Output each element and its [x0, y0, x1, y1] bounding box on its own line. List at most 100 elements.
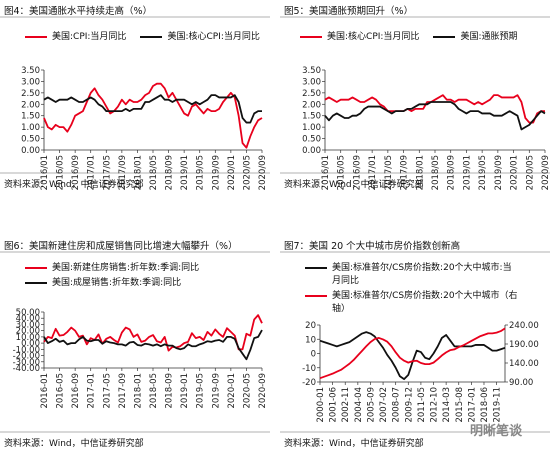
x-tick-label: 2020-01: [227, 373, 237, 409]
x-tick-label: 2019/05: [196, 155, 206, 190]
series-line: [324, 101, 546, 131]
x-tick-label: 2017/01: [87, 155, 97, 190]
x-tick-label: 2020-09: [258, 373, 268, 409]
x-tick-label: 2017/05: [102, 155, 112, 190]
x-tick-label: 2020/05: [242, 155, 252, 190]
source-note: 资料来源：Wind，中信证券研究部: [4, 180, 144, 190]
legend-label: 美国:CPI:当月同比: [52, 32, 127, 42]
y-tick-label: 40.00: [16, 314, 40, 324]
x-tick-label: 2020/05: [525, 155, 535, 190]
y-tick-label: 0.50: [302, 135, 321, 145]
y-tick-label: 3.00: [302, 77, 321, 87]
legend-label: 美国:标准普尔/CS房价指数:20个大中城市:当月同比: [332, 263, 512, 286]
series-line: [324, 94, 545, 124]
legend-swatch: [433, 36, 456, 38]
legend-swatch: [25, 36, 47, 38]
legend-item: 美国:核心CPI:当月同比: [140, 31, 260, 44]
chart-title: 图4：美国通胀水平持续走高（%）: [4, 6, 153, 17]
x-tick-label: 2018/09: [165, 155, 175, 190]
y-tick-label: 3.50: [302, 66, 321, 76]
y-tick-label: 2.50: [21, 89, 40, 99]
chart-title: 图6：美国新建住房和成屋销售同比增速大幅攀升（%）: [4, 241, 238, 252]
y-tick-label: 30.00: [16, 320, 40, 330]
legend-label: 美国:核心CPI:当月同比: [327, 32, 420, 42]
legend-item: 美国:成屋销售:折年数:季调:同比: [25, 277, 270, 290]
chart-title: 图5：美国通胀预期回升（%）: [284, 6, 414, 17]
x-tick-label: 2016/09: [71, 155, 81, 190]
y-tick-label: -10.00: [13, 345, 40, 355]
legend-swatch: [25, 282, 47, 284]
y-tick-label: 1.50: [21, 112, 40, 122]
y-tick-label: 2.50: [302, 89, 321, 99]
x-tick-label: 2009-12: [404, 387, 414, 423]
y-tick-label: 0.00: [21, 146, 40, 156]
x-tick-label: 2019-09: [211, 373, 221, 409]
x-tick-label: 2017/01: [368, 155, 378, 190]
x-tick-label: 2016-09: [71, 373, 81, 409]
x-tick-label: 2011-05: [417, 387, 427, 423]
series-line: [43, 329, 263, 361]
x-tick-label: 2019/05: [478, 155, 488, 190]
x-tick-label: 2018/05: [149, 155, 159, 190]
y-tick-label: 3.50: [21, 66, 40, 76]
x-tick-label: 2019/01: [180, 155, 190, 190]
legend-label: 美国:标准普尔/CS房价指数:20个大中城市（右轴）: [332, 291, 518, 314]
x-tick-label: 2017-01: [467, 387, 477, 423]
x-tick-label: 2018-01: [133, 373, 143, 409]
y-tick-label: -30.00: [13, 358, 40, 368]
x-tick-label: 2016/09: [352, 155, 362, 190]
y-tick-label: -20.00: [13, 352, 40, 362]
legend: 美国:核心CPI:当月同比 美国:通胀预期: [300, 31, 550, 44]
y-tick-label: 1.50: [302, 112, 321, 122]
series-line: [319, 327, 506, 380]
legend-item: 美国:CPI:当月同比: [25, 31, 126, 44]
x-tick-label: 2016/01: [321, 155, 331, 190]
legend-label: 美国:新建住房销售:折年数:季调:同比: [52, 263, 200, 273]
legend-swatch: [25, 267, 47, 269]
x-tick-label: 2018-06: [480, 387, 490, 423]
x-tick-label: 2000-01: [316, 387, 326, 423]
y-tick-label: 2.00: [21, 100, 40, 110]
legend-item: 美国:标准普尔/CS房价指数:20个大中城市（右轴）: [305, 290, 520, 316]
legend-swatch: [300, 36, 322, 38]
x-tick-label: 2012-10: [430, 387, 440, 423]
y2-tick-label: 140.00: [509, 359, 539, 369]
x-tick-label: 2017-09: [118, 373, 128, 409]
legend-item: 美国:通胀预期: [433, 31, 517, 44]
y-tick-label: 1.00: [302, 123, 321, 133]
y2-tick-label: 240.00: [509, 321, 539, 331]
y-tick-label: 2.00: [302, 100, 321, 110]
x-tick-label: 2019/01: [462, 155, 472, 190]
y-tick-label: 0.00: [302, 146, 321, 156]
x-tick-label: 2019-05: [196, 373, 206, 409]
legend: 美国:CPI:当月同比 美国:核心CPI:当月同比: [25, 31, 275, 44]
x-tick-label: 2008-07: [392, 387, 402, 423]
watermark: 明晰笔谈: [470, 424, 523, 439]
x-tick-label: 2007-02: [379, 387, 389, 423]
y-tick-label: 10: [305, 335, 316, 345]
x-tick-label: 2019-11: [493, 387, 503, 423]
y2-tick-label: 90.00: [509, 378, 533, 388]
legend-swatch: [305, 295, 327, 297]
x-tick-label: 2020-05: [242, 373, 252, 409]
x-tick-label: 2002-11: [341, 387, 351, 423]
series-line: [43, 314, 263, 352]
y-tick-label: 0.00: [21, 339, 40, 349]
x-tick-label: 2016/05: [56, 155, 66, 190]
x-tick-label: 2020/01: [510, 155, 520, 190]
x-tick-label: 2015-08: [455, 387, 465, 423]
x-tick-label: 2019/09: [211, 155, 221, 190]
x-tick-label: 2016/05: [337, 155, 347, 190]
y-tick-label: 50.00: [16, 308, 40, 318]
chart-title: 图7：美国 20 个大中城市房价指数创新高: [284, 241, 461, 252]
legend-swatch: [140, 36, 163, 38]
x-tick-label: 2001-06: [329, 387, 339, 423]
legend-label: 美国:通胀预期: [460, 32, 518, 42]
y-tick-label: 20: [305, 321, 316, 331]
x-tick-label: 2004-04: [354, 387, 364, 423]
y-tick-label: -20: [302, 378, 316, 388]
y-tick-label: 1.00: [21, 123, 40, 133]
x-tick-label: 2017/05: [384, 155, 394, 190]
